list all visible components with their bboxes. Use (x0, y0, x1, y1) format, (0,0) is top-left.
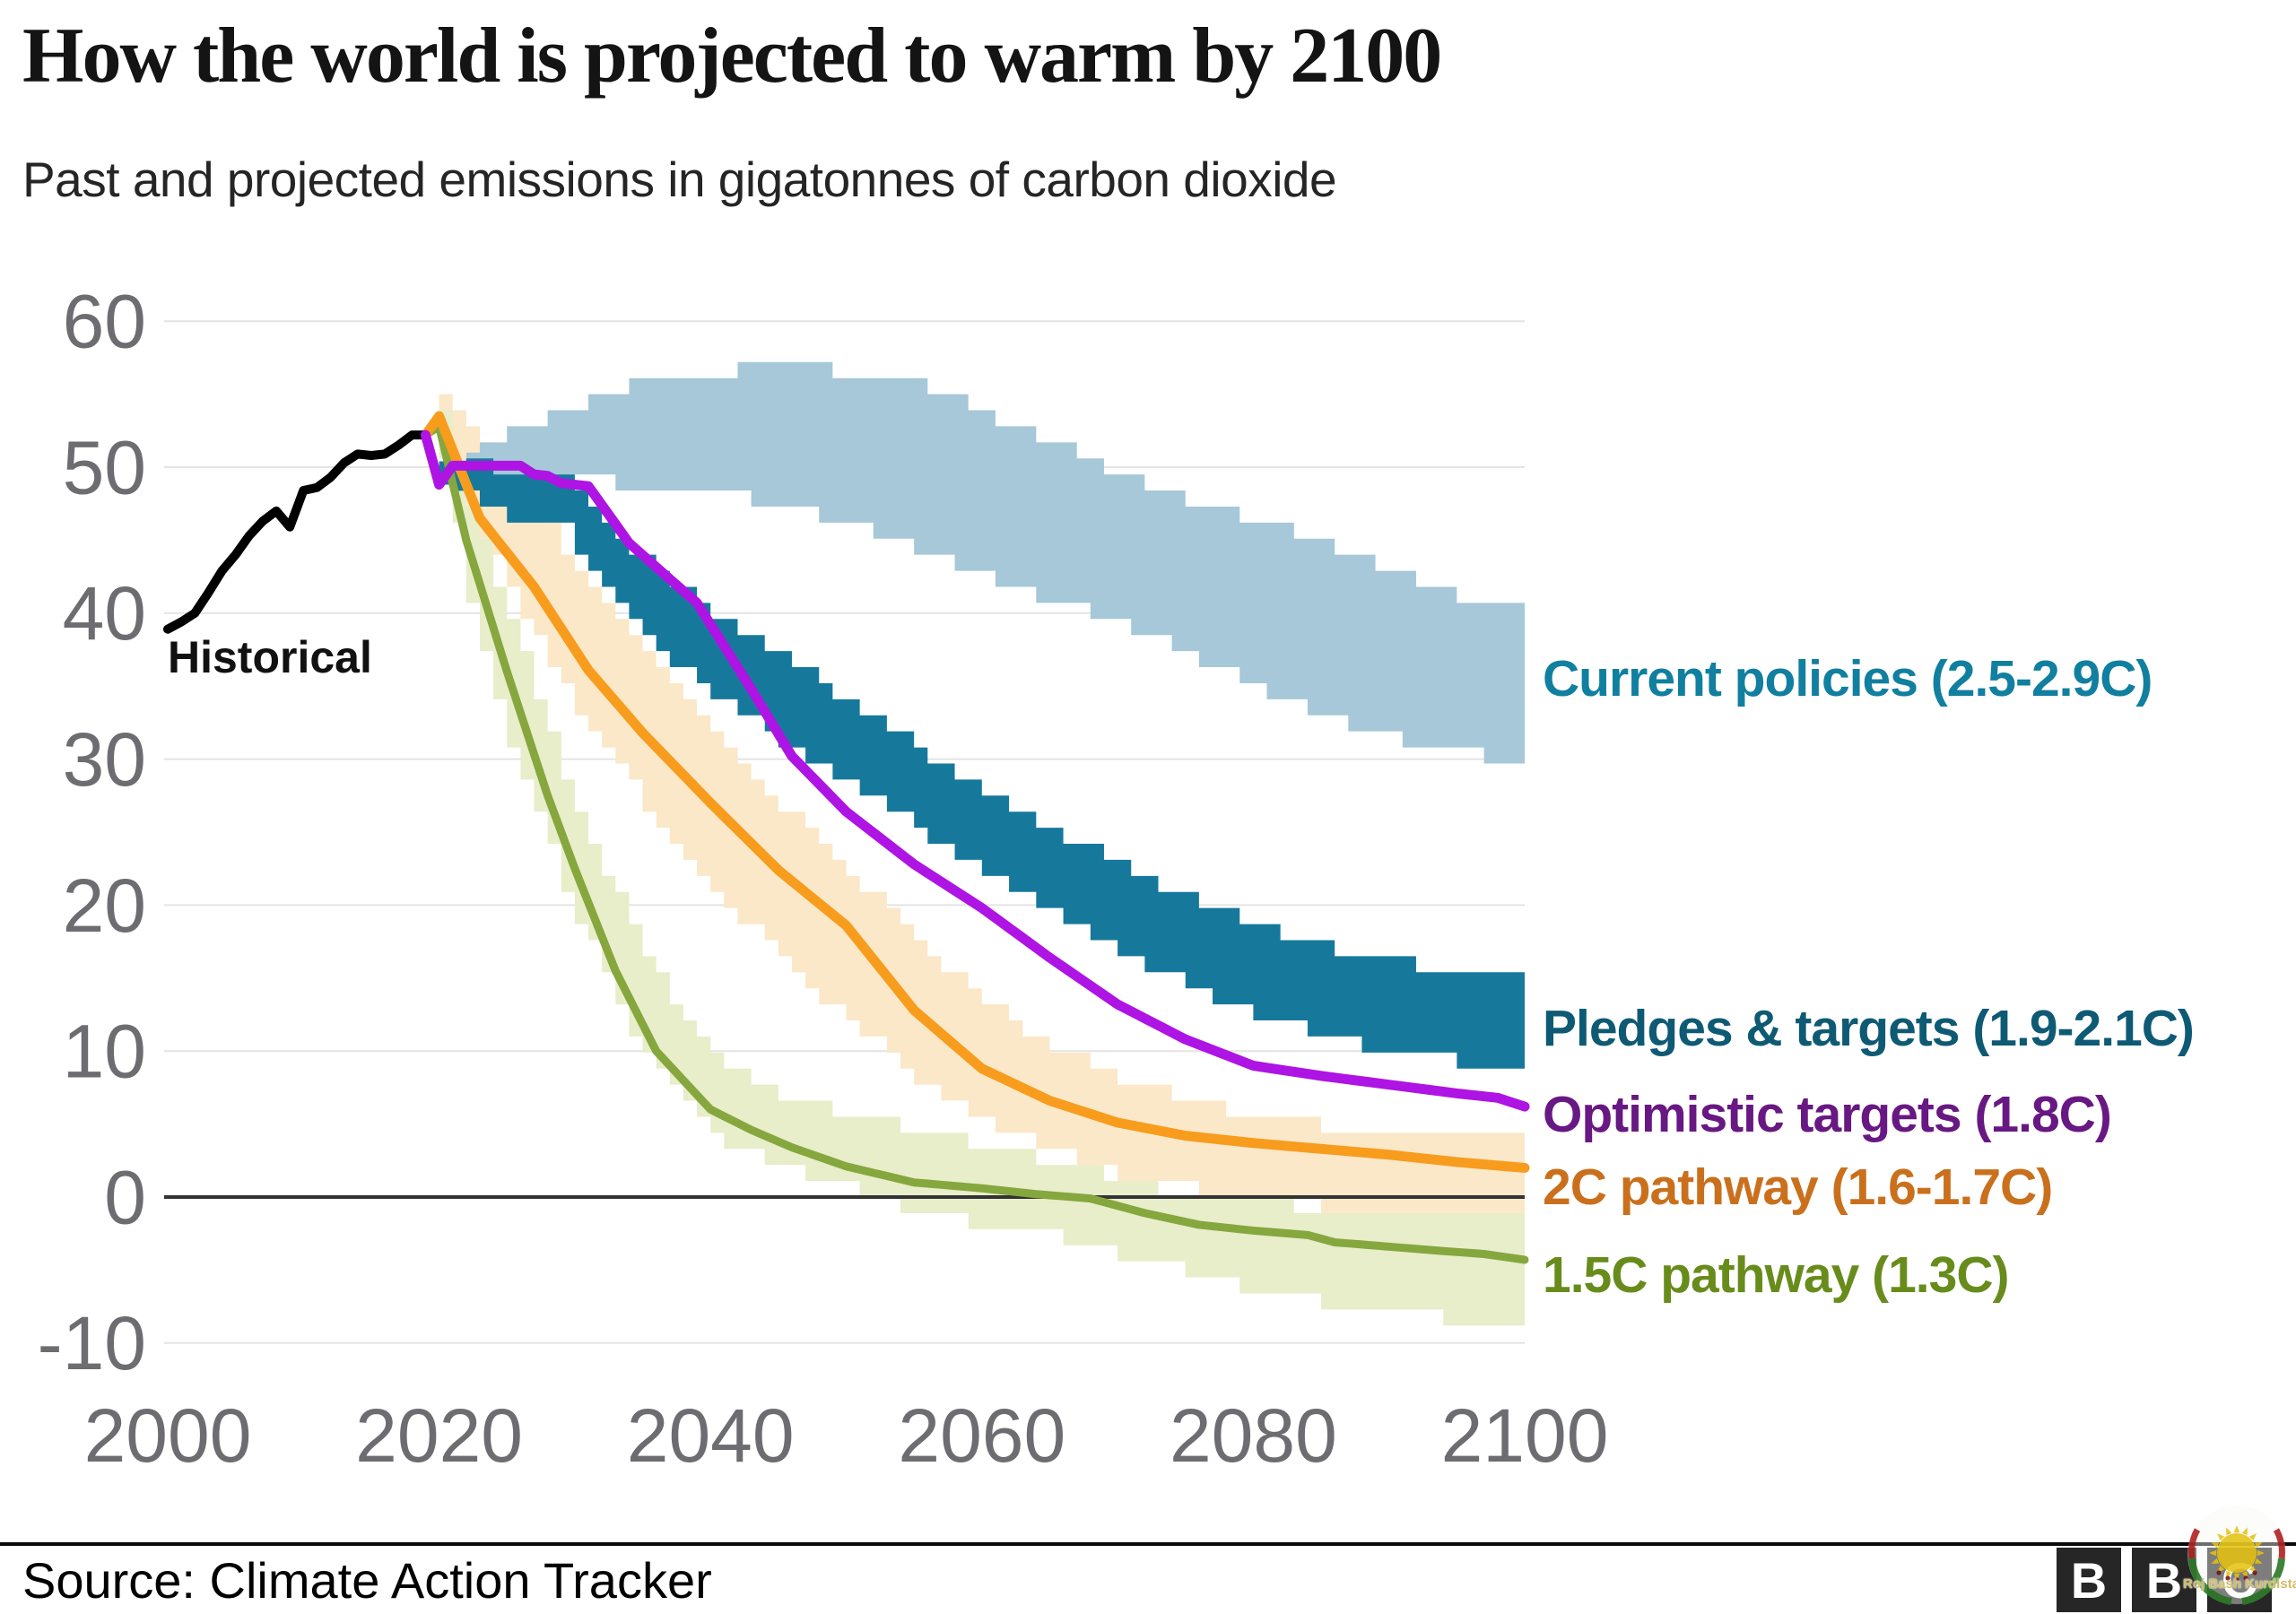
line-1-5c-pathway (421, 421, 1529, 1264)
line-historical (163, 430, 430, 634)
band-current-policies (452, 361, 1526, 764)
band-2c-pathway-range (425, 394, 1526, 1213)
bbc-logo-block-b1: B (2057, 1548, 2121, 1612)
footer-divider (0, 1542, 2296, 1546)
watermark-text: Roj Bash Kurdistan (2183, 1576, 2296, 1592)
line-optimistic-targets (420, 430, 1530, 1112)
x-tick-label: 2040 (627, 1393, 795, 1478)
label-optimistic-targets: Optimistic targets (1.8C) (1543, 1086, 2112, 1143)
y-tick-label: 60 (63, 280, 146, 364)
y-tick-label: 40 (63, 571, 146, 655)
x-tick-label: 2100 (1441, 1393, 1609, 1478)
y-tick-label: 10 (63, 1010, 146, 1094)
historical-series-label: Historical (168, 632, 372, 682)
y-tick-label: 0 (104, 1155, 146, 1239)
label-pledges-targets: Pledges & targets (1.9-2.1C) (1543, 1000, 2195, 1057)
y-tick-label: 50 (63, 425, 146, 509)
y-tick-label: -10 (38, 1301, 146, 1385)
band-pledges-targets (439, 458, 1526, 1069)
source-attribution: Source: Climate Action Tracker (22, 1552, 712, 1609)
line-2c-pathway (420, 411, 1530, 1173)
label-current-policies: Current policies (2.5-2.9C) (1543, 650, 2152, 707)
page-title: How the world is projected to warm by 21… (22, 13, 1442, 100)
bbc-logo-block-b2: B (2132, 1548, 2196, 1612)
x-tick-label: 2020 (355, 1393, 523, 1478)
x-tick-label: 2000 (84, 1393, 252, 1478)
y-tick-label: 20 (63, 863, 146, 948)
x-tick-label: 2080 (1170, 1393, 1337, 1478)
label-1-5c-pathway: 1.5C pathway (1.3C) (1543, 1246, 2009, 1304)
x-tick-label: 2060 (898, 1393, 1065, 1478)
y-tick-label: 30 (63, 717, 146, 802)
page-subtitle: Past and projected emissions in gigatonn… (22, 152, 1337, 207)
label-2c-pathway: 2C pathway (1.6-1.7C) (1543, 1158, 2053, 1216)
